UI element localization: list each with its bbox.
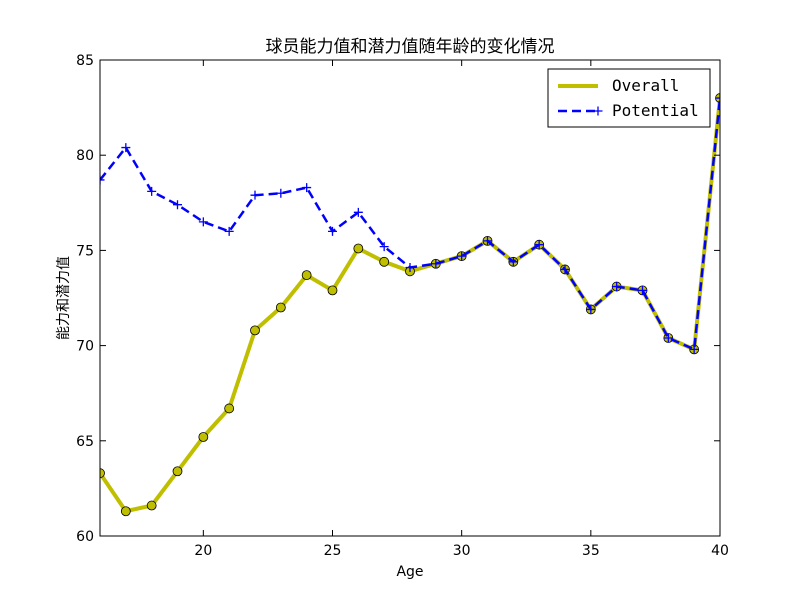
data-point-potential <box>328 226 337 236</box>
y-tick-label: 60 <box>76 529 94 545</box>
data-point-potential <box>250 190 260 200</box>
x-tick-label: 20 <box>194 543 212 559</box>
data-point-potential <box>198 217 208 227</box>
data-point-potential <box>560 264 570 274</box>
data-point-overall <box>250 325 260 336</box>
y-tick-label: 70 <box>76 339 94 355</box>
legend-box <box>547 68 711 128</box>
data-point-potential <box>353 207 363 217</box>
series-potential <box>100 93 720 354</box>
data-point-overall <box>172 466 183 477</box>
x-axis-label: Age <box>396 564 423 580</box>
data-point-potential <box>638 285 647 295</box>
data-point-potential <box>100 175 105 185</box>
x-tick-label: 25 <box>324 543 342 559</box>
legend: Overall Potential <box>547 68 711 128</box>
y-axis-label: 能力和潜力值 <box>56 256 72 340</box>
data-point-overall <box>327 285 338 296</box>
data-point-potential <box>534 240 544 250</box>
data-point-potential <box>147 186 157 196</box>
legend-marker-potential <box>593 106 603 116</box>
data-point-potential <box>689 344 699 354</box>
data-point-overall <box>353 243 364 254</box>
data-point-potential <box>612 282 622 292</box>
y-tick-label: 75 <box>76 243 94 259</box>
x-tick-label: 40 <box>711 543 729 559</box>
data-point-overall <box>198 432 209 442</box>
series-layer <box>100 93 720 517</box>
data-point-potential <box>121 143 131 153</box>
y-tick-label: 80 <box>76 148 94 164</box>
y-tick-label: 65 <box>76 434 94 450</box>
data-point-overall <box>275 302 286 313</box>
data-point-potential <box>483 236 492 246</box>
data-point-overall <box>224 403 235 414</box>
chart-title: 球员能力值和潜力值随年龄的变化情况 <box>266 37 555 57</box>
data-point-overall <box>120 506 131 517</box>
data-point-potential <box>405 263 415 273</box>
data-point-potential <box>586 304 596 314</box>
data-point-potential <box>276 188 286 198</box>
data-point-potential <box>457 251 467 261</box>
data-point-potential <box>715 93 720 103</box>
x-tick-label: 35 <box>582 543 600 559</box>
data-point-potential <box>302 183 312 193</box>
data-point-overall <box>379 256 390 267</box>
data-point-potential <box>224 226 234 236</box>
legend-label-overall: Overall <box>612 76 679 95</box>
data-point-overall <box>146 500 157 511</box>
data-point-potential <box>508 257 518 267</box>
x-tick-label: 30 <box>453 543 471 559</box>
legend-label-potential: Potential <box>612 101 699 120</box>
data-point-overall <box>100 468 105 479</box>
data-point-potential <box>173 200 182 210</box>
plot-frame <box>99 59 721 537</box>
y-tick-label: 85 <box>76 53 94 69</box>
data-point-potential <box>431 259 441 269</box>
data-point-overall <box>301 270 312 281</box>
data-point-potential <box>663 333 673 343</box>
data-point-potential <box>379 242 389 252</box>
axis-layer: 20 25 30 35 40 60 65 70 75 80 85 <box>76 53 729 559</box>
